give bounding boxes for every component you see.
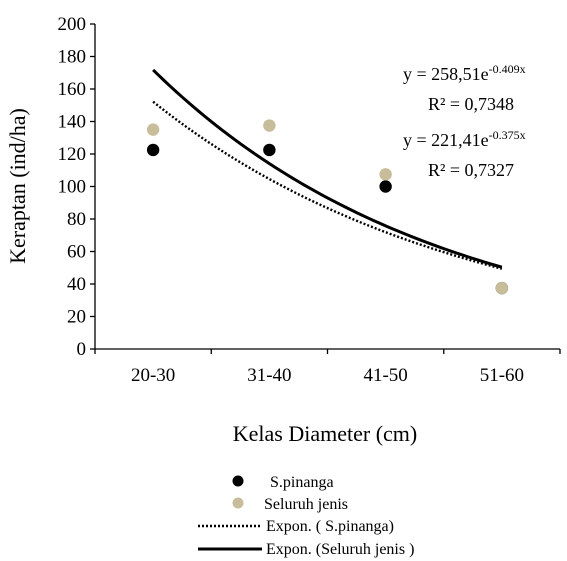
point-spinanga bbox=[263, 143, 276, 157]
y-tick-label: 160 bbox=[58, 79, 87, 100]
point-seluruh bbox=[263, 119, 276, 132]
point-spinanga bbox=[379, 180, 392, 193]
x-tick-label: 31-40 bbox=[247, 365, 291, 386]
y-tick-label: 120 bbox=[58, 144, 87, 165]
legend-marker-spinanga bbox=[232, 475, 244, 487]
point-seluruh bbox=[146, 123, 160, 136]
r2-seluruh: R² = 0,7348 bbox=[428, 94, 514, 114]
legend-label-spinanga: S.pinanga bbox=[270, 474, 334, 491]
legend-marker-seluruh bbox=[232, 497, 244, 509]
axes: 0 20 40 60 80 100 120 140 160 180 200 20-30 31-40 41-… bbox=[58, 14, 561, 386]
point-seluruh bbox=[379, 168, 392, 181]
point-spinanga bbox=[146, 143, 160, 157]
y-axis-title: Keraptan (ind/ha) bbox=[5, 108, 30, 264]
legend-label-expon-spinanga: Expon. ( S.pinanga) bbox=[266, 518, 394, 535]
equation-spinanga: y = 221,41e-0.375x bbox=[403, 128, 526, 150]
x-tick-label: 51-60 bbox=[480, 365, 524, 386]
legend-label-expon-seluruh: Expon. (Seluruh jenis ) bbox=[266, 541, 414, 558]
point-seluruh bbox=[495, 281, 509, 295]
y-tick-label: 0 bbox=[77, 339, 87, 360]
trendline-spinanga bbox=[152, 100, 503, 270]
y-tick-label: 40 bbox=[67, 274, 86, 295]
x-tick-label: 41-50 bbox=[363, 365, 407, 386]
r2-spinanga: R² = 0,7327 bbox=[428, 160, 514, 180]
x-axis-title: Kelas Diameter (cm) bbox=[233, 421, 417, 446]
y-tick-label: 180 bbox=[58, 47, 87, 68]
legend: S.pinanga Seluruh jenis Expon. ( S.pinan… bbox=[198, 474, 414, 558]
y-tick-label: 140 bbox=[58, 112, 87, 133]
y-tick-label: 80 bbox=[67, 209, 86, 230]
legend-label-seluruh: Seluruh jenis bbox=[264, 496, 348, 513]
y-tick-label: 200 bbox=[58, 14, 87, 35]
x-tick-label: 20-30 bbox=[131, 365, 175, 386]
trendlines bbox=[152, 68, 503, 270]
y-tick-label: 60 bbox=[67, 242, 86, 263]
y-tick-label: 20 bbox=[67, 307, 86, 328]
y-tick-label: 100 bbox=[58, 177, 87, 198]
equation-seluruh: y = 258,51e-0.409x bbox=[403, 62, 526, 84]
trendline-seluruh bbox=[152, 68, 503, 269]
data-points bbox=[146, 119, 509, 295]
